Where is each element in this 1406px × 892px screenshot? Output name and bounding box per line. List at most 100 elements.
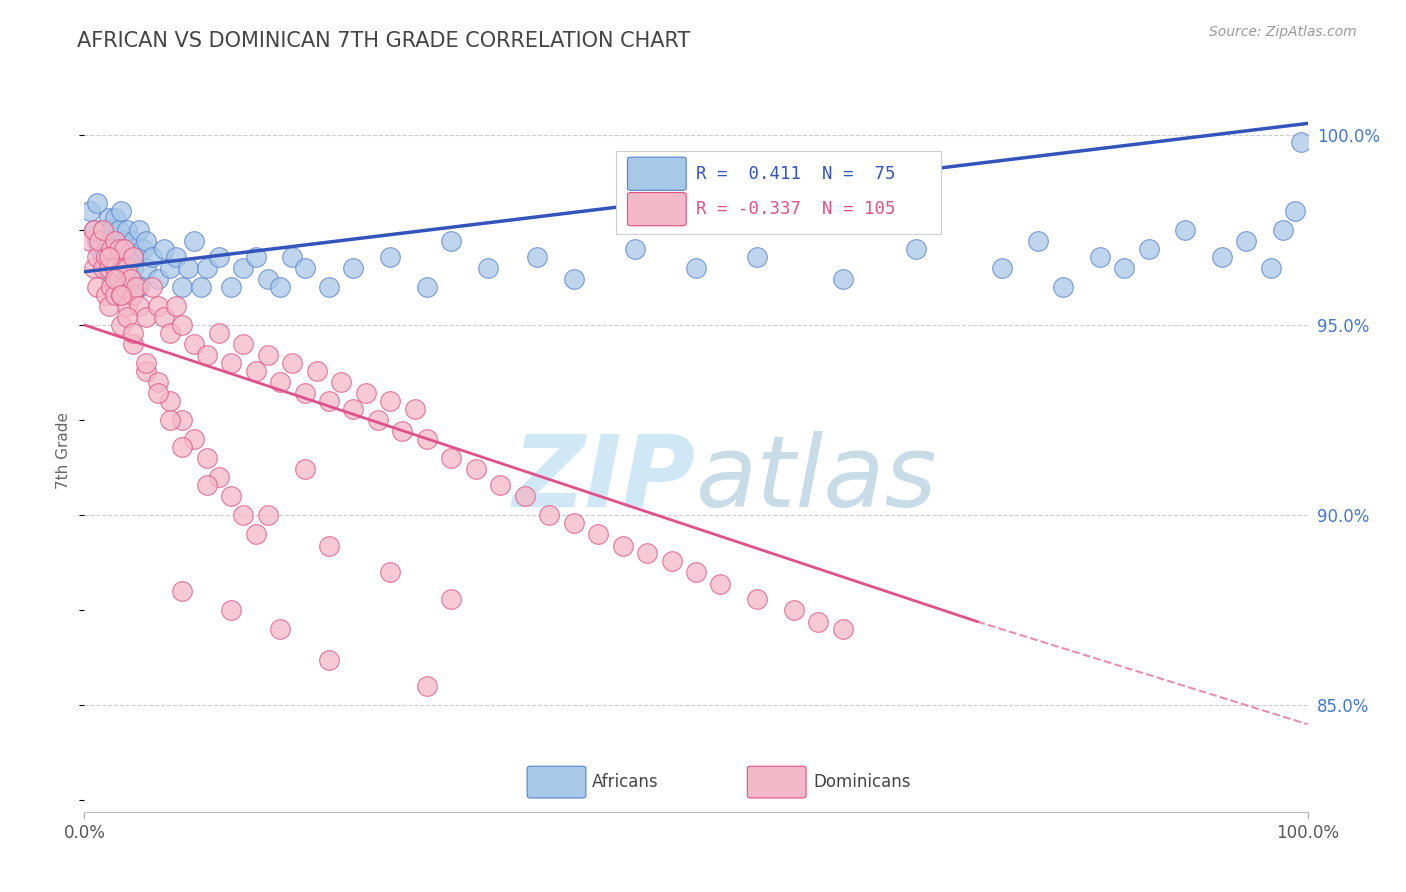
Text: Africans: Africans bbox=[592, 773, 658, 791]
Point bbox=[128, 299, 150, 313]
Point bbox=[100, 223, 122, 237]
Point bbox=[177, 260, 200, 275]
Point bbox=[354, 386, 377, 401]
Point bbox=[128, 223, 150, 237]
Point bbox=[1291, 136, 1313, 150]
Point bbox=[122, 326, 145, 340]
Point bbox=[100, 272, 122, 286]
Point bbox=[125, 280, 148, 294]
Point bbox=[97, 260, 120, 275]
Point bbox=[146, 299, 169, 313]
Point bbox=[97, 250, 120, 264]
Point bbox=[281, 356, 304, 370]
Point bbox=[159, 326, 181, 340]
Point bbox=[146, 272, 169, 286]
Point bbox=[416, 679, 439, 693]
Point bbox=[685, 260, 707, 275]
Point bbox=[146, 386, 169, 401]
Point bbox=[104, 242, 127, 256]
Point bbox=[440, 235, 463, 249]
Point bbox=[135, 260, 157, 275]
Point bbox=[1088, 250, 1111, 264]
Point bbox=[342, 260, 364, 275]
Point bbox=[464, 462, 486, 476]
Point bbox=[330, 375, 353, 389]
Text: R = -0.337  N = 105: R = -0.337 N = 105 bbox=[696, 200, 896, 219]
Point bbox=[562, 516, 585, 530]
FancyBboxPatch shape bbox=[527, 766, 586, 798]
Point bbox=[1052, 280, 1074, 294]
Point bbox=[586, 527, 609, 541]
Point bbox=[122, 250, 145, 264]
Point bbox=[153, 242, 176, 256]
Point bbox=[195, 348, 218, 362]
Point bbox=[135, 235, 157, 249]
Point bbox=[807, 615, 830, 629]
Point bbox=[165, 250, 187, 264]
Point bbox=[83, 260, 105, 275]
Point bbox=[380, 565, 402, 579]
Point bbox=[391, 425, 413, 439]
Point bbox=[100, 280, 122, 294]
Point bbox=[342, 401, 364, 416]
Point bbox=[172, 280, 194, 294]
Point bbox=[1272, 223, 1295, 237]
Point bbox=[245, 250, 267, 264]
Point bbox=[97, 211, 120, 226]
FancyBboxPatch shape bbox=[748, 766, 806, 798]
Point bbox=[269, 280, 291, 294]
Point bbox=[269, 375, 291, 389]
Point bbox=[122, 287, 145, 301]
Point bbox=[380, 394, 402, 409]
Point bbox=[107, 223, 129, 237]
Point bbox=[104, 235, 127, 249]
Point bbox=[132, 242, 155, 256]
Point bbox=[318, 652, 340, 666]
Point bbox=[172, 413, 194, 427]
Point bbox=[183, 235, 205, 249]
FancyBboxPatch shape bbox=[627, 157, 686, 190]
Point bbox=[1211, 250, 1233, 264]
Point bbox=[96, 260, 118, 275]
Point bbox=[128, 280, 150, 294]
Point bbox=[416, 432, 439, 446]
Point bbox=[783, 603, 806, 617]
Point bbox=[318, 280, 340, 294]
Point bbox=[513, 489, 536, 503]
Point bbox=[831, 272, 853, 286]
Point bbox=[97, 250, 120, 264]
Point bbox=[110, 287, 132, 301]
Point bbox=[661, 554, 683, 568]
Point bbox=[1284, 203, 1306, 218]
Point bbox=[294, 260, 316, 275]
Point bbox=[165, 299, 187, 313]
Point bbox=[195, 477, 218, 491]
Point bbox=[159, 413, 181, 427]
Point bbox=[232, 260, 254, 275]
Point bbox=[318, 394, 340, 409]
Point bbox=[91, 223, 114, 237]
Point bbox=[172, 584, 194, 599]
Point bbox=[110, 318, 132, 332]
Point bbox=[208, 326, 231, 340]
Point bbox=[112, 235, 135, 249]
Point bbox=[122, 260, 145, 275]
Point bbox=[281, 250, 304, 264]
Point bbox=[1137, 242, 1160, 256]
Point bbox=[747, 250, 769, 264]
Point bbox=[318, 539, 340, 553]
Point bbox=[195, 451, 218, 466]
Point bbox=[219, 356, 242, 370]
Point bbox=[104, 287, 127, 301]
Point bbox=[96, 287, 118, 301]
Point bbox=[86, 196, 108, 211]
FancyBboxPatch shape bbox=[616, 151, 941, 234]
Point bbox=[112, 280, 135, 294]
Text: atlas: atlas bbox=[696, 431, 938, 528]
Point bbox=[380, 250, 402, 264]
Point bbox=[79, 235, 101, 249]
Point bbox=[104, 211, 127, 226]
Text: Dominicans: Dominicans bbox=[814, 773, 911, 791]
Y-axis label: 7th Grade: 7th Grade bbox=[56, 412, 72, 489]
Point bbox=[86, 235, 108, 249]
